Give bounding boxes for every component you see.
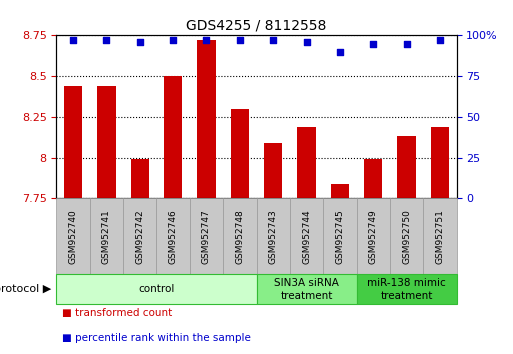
Text: GSM952741: GSM952741	[102, 209, 111, 264]
Text: SIN3A siRNA
treatment: SIN3A siRNA treatment	[274, 278, 339, 301]
Text: GSM952750: GSM952750	[402, 209, 411, 264]
Text: protocol ▶: protocol ▶	[0, 284, 51, 295]
Text: GSM952747: GSM952747	[202, 209, 211, 264]
Bar	[198, 40, 215, 198]
Bar	[398, 136, 416, 198]
Text: GSM952746: GSM952746	[169, 209, 177, 264]
Text: ■ transformed count: ■ transformed count	[62, 308, 172, 318]
Point	[402, 41, 410, 46]
Point	[269, 38, 277, 43]
Point	[302, 39, 310, 45]
Point	[202, 38, 210, 43]
Point	[69, 38, 77, 43]
Point	[135, 39, 144, 45]
Text: GSM952743: GSM952743	[269, 209, 278, 264]
Bar	[231, 109, 249, 198]
Text: GSM952749: GSM952749	[369, 209, 378, 264]
Point	[169, 38, 177, 43]
Point	[436, 38, 444, 43]
Text: GSM952744: GSM952744	[302, 209, 311, 264]
Bar	[264, 143, 282, 198]
Bar	[431, 127, 449, 198]
Text: miR-138 mimic
treatment: miR-138 mimic treatment	[367, 278, 446, 301]
Bar	[298, 127, 315, 198]
Title: GDS4255 / 8112558: GDS4255 / 8112558	[186, 19, 327, 33]
Bar	[97, 86, 115, 198]
Text: ■ percentile rank within the sample: ■ percentile rank within the sample	[62, 333, 250, 343]
Point	[235, 38, 244, 43]
Text: GSM952745: GSM952745	[336, 209, 344, 264]
Text: GSM952740: GSM952740	[69, 209, 77, 264]
Text: control: control	[139, 284, 174, 295]
Bar	[164, 76, 182, 198]
Point	[336, 49, 344, 55]
Point	[369, 41, 377, 46]
Bar	[331, 184, 349, 198]
Text: GSM952742: GSM952742	[135, 209, 144, 264]
Bar	[64, 86, 82, 198]
Text: GSM952751: GSM952751	[436, 209, 444, 264]
Bar	[364, 159, 382, 198]
Text: GSM952748: GSM952748	[235, 209, 244, 264]
Point	[102, 38, 110, 43]
Bar	[131, 159, 149, 198]
